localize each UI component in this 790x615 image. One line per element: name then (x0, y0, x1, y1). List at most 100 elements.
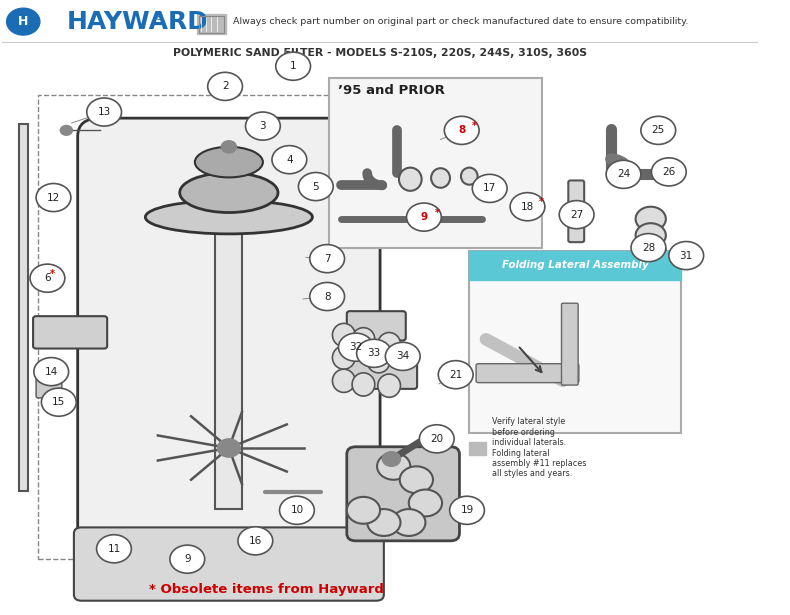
Circle shape (606, 161, 641, 188)
Circle shape (36, 183, 71, 212)
Ellipse shape (333, 323, 356, 347)
FancyBboxPatch shape (476, 363, 579, 383)
Circle shape (392, 509, 426, 536)
Circle shape (280, 496, 314, 525)
Circle shape (444, 116, 479, 145)
Circle shape (636, 223, 666, 248)
Text: 20: 20 (431, 434, 443, 444)
Text: 16: 16 (249, 536, 262, 546)
Text: 4: 4 (286, 155, 292, 165)
Text: 6: 6 (44, 273, 51, 283)
Text: POLYMERIC SAND FILTER - MODELS S-210S, 220S, 244S, 310S, 360S: POLYMERIC SAND FILTER - MODELS S-210S, 2… (173, 49, 587, 58)
Text: *: * (50, 269, 55, 279)
Text: ’95 and PRIOR: ’95 and PRIOR (338, 84, 446, 97)
Text: 13: 13 (97, 107, 111, 117)
Ellipse shape (461, 168, 478, 184)
Text: 2: 2 (222, 81, 228, 92)
Circle shape (299, 172, 333, 200)
Bar (469, 251, 681, 433)
Text: 31: 31 (679, 250, 693, 261)
Circle shape (382, 451, 401, 466)
Circle shape (419, 425, 454, 453)
Text: *: * (472, 121, 477, 131)
Circle shape (87, 98, 122, 126)
Text: 33: 33 (367, 348, 381, 359)
Bar (329, 78, 542, 248)
Circle shape (652, 158, 687, 186)
FancyBboxPatch shape (33, 316, 107, 349)
Circle shape (631, 234, 666, 262)
Bar (198, 14, 226, 34)
Ellipse shape (378, 374, 401, 397)
Circle shape (272, 146, 307, 173)
Circle shape (246, 112, 280, 140)
Circle shape (41, 388, 76, 416)
Ellipse shape (145, 200, 312, 234)
Text: 19: 19 (461, 506, 474, 515)
FancyBboxPatch shape (347, 360, 417, 389)
Text: 5: 5 (313, 181, 319, 191)
Text: 8: 8 (458, 125, 465, 135)
Circle shape (559, 200, 594, 229)
Ellipse shape (352, 328, 374, 351)
Circle shape (377, 453, 410, 480)
Circle shape (438, 360, 473, 389)
Circle shape (408, 490, 442, 517)
Circle shape (636, 207, 666, 231)
Circle shape (641, 116, 675, 145)
Circle shape (356, 339, 391, 367)
Circle shape (6, 8, 40, 35)
Bar (2, 2, 758, 42)
Bar (469, 251, 681, 280)
Circle shape (310, 245, 344, 272)
Ellipse shape (180, 173, 278, 213)
FancyBboxPatch shape (74, 528, 384, 601)
FancyBboxPatch shape (347, 446, 460, 541)
Circle shape (60, 125, 73, 135)
Text: 32: 32 (349, 342, 363, 352)
Circle shape (338, 333, 373, 361)
Text: * Obsolete items from Hayward: * Obsolete items from Hayward (149, 583, 384, 596)
Circle shape (276, 52, 310, 81)
Circle shape (34, 357, 69, 386)
Ellipse shape (399, 168, 422, 191)
Bar (198, 15, 224, 33)
Text: 17: 17 (483, 183, 496, 193)
Ellipse shape (367, 350, 390, 373)
Circle shape (347, 497, 380, 524)
Bar (39, 95, 344, 559)
Text: 11: 11 (107, 544, 121, 554)
Circle shape (400, 466, 433, 493)
Circle shape (208, 73, 243, 100)
Text: Verify lateral style
before ordering
individual laterals.
Folding lateral
assemb: Verify lateral style before ordering ind… (492, 418, 586, 478)
Ellipse shape (378, 333, 401, 355)
Text: Folding Lateral Assembly: Folding Lateral Assembly (502, 260, 649, 270)
Text: 7: 7 (324, 253, 330, 264)
Text: 3: 3 (260, 121, 266, 131)
Text: *: * (539, 197, 544, 207)
Text: ®: ® (153, 12, 163, 22)
Circle shape (170, 545, 205, 573)
Text: 18: 18 (521, 202, 534, 212)
Text: Always check part number on original part or check manufactured date to ensure c: Always check part number on original par… (232, 17, 688, 26)
Circle shape (386, 343, 420, 370)
Ellipse shape (333, 369, 356, 392)
Text: 1: 1 (290, 62, 296, 71)
Circle shape (238, 527, 273, 555)
Text: 14: 14 (44, 367, 58, 376)
FancyBboxPatch shape (568, 180, 584, 242)
Ellipse shape (352, 373, 374, 396)
Circle shape (669, 242, 704, 269)
FancyBboxPatch shape (347, 311, 406, 341)
Circle shape (217, 439, 240, 457)
Circle shape (96, 534, 131, 563)
Circle shape (510, 192, 545, 221)
Text: 28: 28 (641, 243, 655, 253)
Text: 9: 9 (184, 554, 190, 564)
Circle shape (367, 509, 401, 536)
Text: 26: 26 (662, 167, 675, 177)
Text: 8: 8 (324, 292, 330, 301)
Circle shape (636, 239, 666, 263)
Text: 10: 10 (291, 506, 303, 515)
FancyBboxPatch shape (77, 118, 380, 558)
